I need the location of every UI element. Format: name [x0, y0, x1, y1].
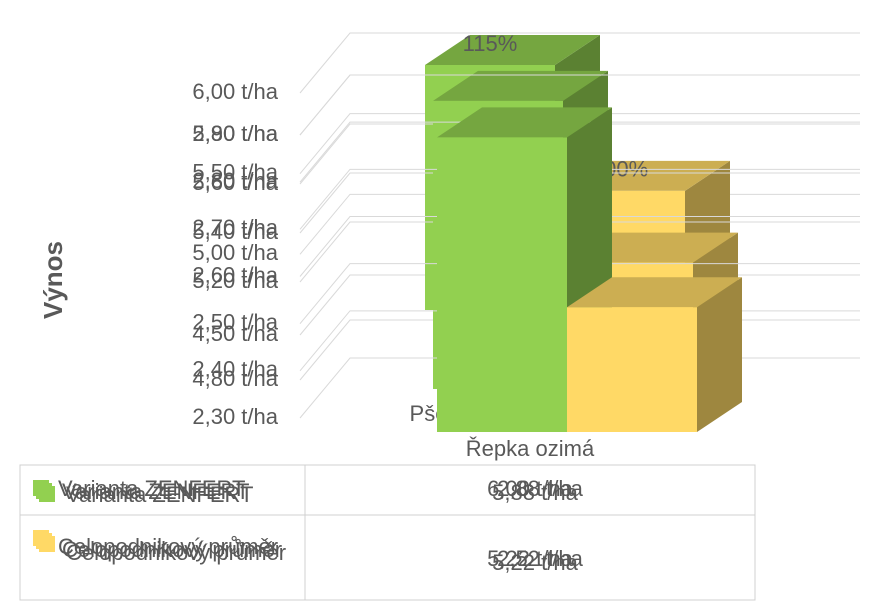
- y-tick-label: 5,40 t/ha: [192, 219, 278, 244]
- bar-face: [567, 277, 742, 308]
- category-label: Řepka ozimá: [466, 436, 595, 461]
- data-label: 115%: [463, 31, 518, 56]
- y-tick-label: 5,60 t/ha: [192, 170, 278, 195]
- y-tick-label: 4,50 t/ha: [192, 321, 278, 346]
- table-value: 5,22 t/ha: [487, 546, 573, 571]
- grid-line: [299, 113, 860, 174]
- grid-line: [299, 121, 860, 183]
- grid-line: [299, 168, 860, 230]
- table-value: 5,88 t/ha: [492, 480, 578, 505]
- legend-label: Celopodnikový průměr: [58, 534, 278, 559]
- y-tick-label: 2,70 t/ha: [192, 215, 278, 240]
- grid-line: [299, 216, 860, 277]
- bar: [567, 277, 742, 432]
- grid-line: [299, 172, 860, 234]
- y-tick-label: 5,00 t/ha: [192, 240, 278, 265]
- grid-line: [299, 32, 860, 94]
- y-tick-label: 2,40 t/ha: [192, 357, 278, 382]
- table-value: 2,52 t/ha: [497, 546, 583, 571]
- legend-label: Varianta ZENFERT: [62, 479, 249, 504]
- table-value: 6,00 t/ha: [487, 476, 573, 501]
- y-tick-label: 5,20 t/ha: [192, 268, 278, 293]
- table-value: 2,88 t/ha: [497, 476, 583, 501]
- y-tick-label: 2,50 t/ha: [192, 309, 278, 334]
- y-tick-label: 5,50 t/ha: [192, 159, 278, 184]
- grid-line: [299, 263, 860, 324]
- table-row: [19, 514, 756, 601]
- y-tick-label: 2,90 t/ha: [192, 121, 278, 146]
- y-tick-label: 6,00 t/ha: [192, 79, 278, 104]
- legend-label: Varianta ZENFERT: [58, 476, 245, 501]
- bar-face: [433, 70, 608, 101]
- bar-face: [425, 35, 600, 65]
- y-axis-title: Výnos: [38, 241, 68, 319]
- bar-face: [437, 107, 612, 138]
- legend-swatch: [39, 536, 55, 552]
- legend-label: Celopodnikový průměr: [62, 537, 282, 562]
- y-tick-label: 5,80 t/ha: [192, 121, 278, 146]
- legend-swatch: [39, 486, 55, 502]
- grid-line: [299, 221, 860, 283]
- grid-line: [299, 74, 860, 136]
- bar-face: [437, 137, 567, 432]
- legend-label: Varianta ZENFERT: [66, 482, 253, 507]
- y-tick-label: 4,80 t/ha: [192, 366, 278, 391]
- bar-face: [567, 307, 697, 432]
- y-tick-label: 2,80 t/ha: [192, 168, 278, 193]
- y-tick-label: 2,30 t/ha: [192, 404, 278, 429]
- table-value: 5,22 t/ha: [492, 550, 578, 575]
- legend-label: Celopodnikový průměr: [66, 540, 286, 565]
- bar-face: [697, 277, 742, 432]
- y-tick-label: 2,60 t/ha: [192, 262, 278, 287]
- grid-line: [299, 123, 860, 185]
